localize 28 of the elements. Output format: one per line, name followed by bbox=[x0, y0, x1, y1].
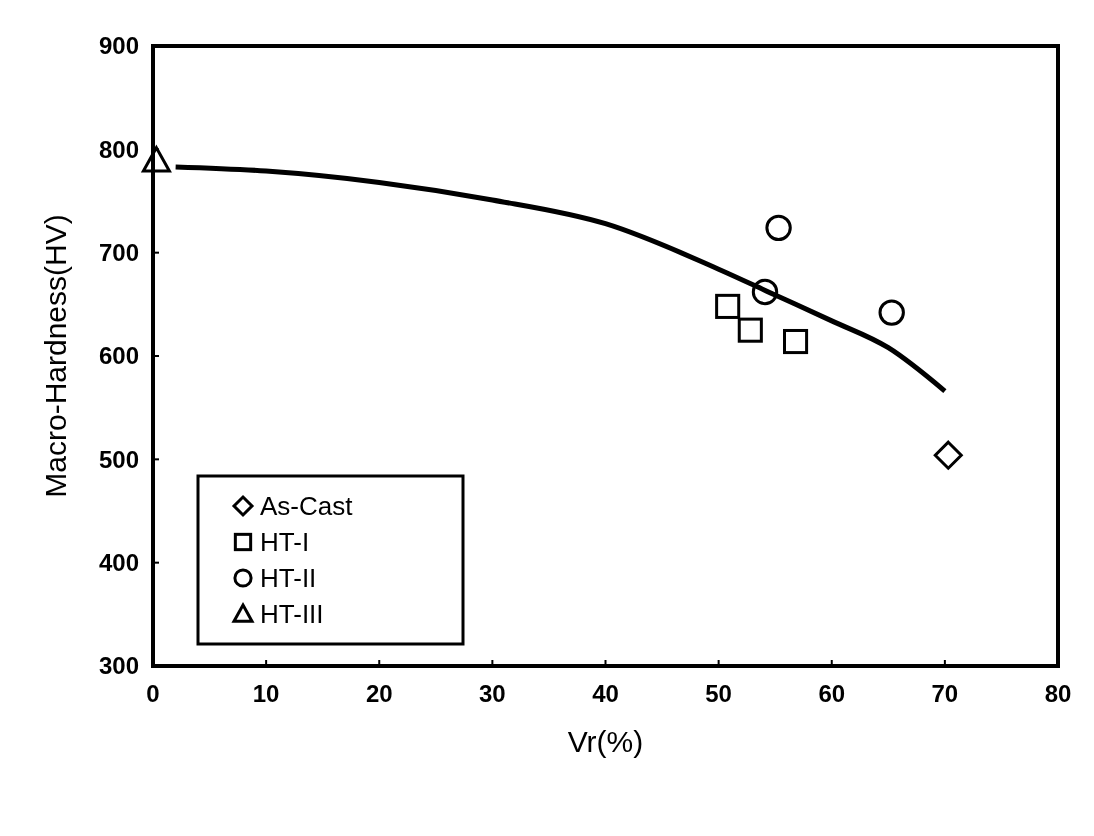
point bbox=[878, 299, 905, 326]
y-tick-label: 300 bbox=[98, 652, 139, 680]
point bbox=[783, 328, 809, 355]
y-tick-label: 600 bbox=[98, 342, 139, 370]
x-tick-label: 20 bbox=[365, 680, 393, 707]
point bbox=[737, 317, 763, 343]
point bbox=[765, 214, 792, 242]
x-tick-label: 60 bbox=[818, 680, 846, 707]
legend-label: HT-III bbox=[260, 599, 324, 630]
y-tick-label: 800 bbox=[98, 135, 139, 163]
x-tick-label: 30 bbox=[479, 680, 506, 707]
x-tick-label: 70 bbox=[931, 680, 959, 707]
x-tick-label: 40 bbox=[592, 680, 619, 707]
point bbox=[715, 293, 741, 319]
legend-label: HT-II bbox=[260, 563, 317, 594]
x-tick-label: 80 bbox=[1044, 680, 1072, 707]
y-axis-title: Macro-Hardness(HV) bbox=[39, 214, 72, 498]
x-tick-label: 10 bbox=[252, 680, 280, 707]
y-tick-label: 400 bbox=[98, 549, 139, 577]
point bbox=[933, 440, 963, 470]
y-tick-label: 500 bbox=[98, 445, 139, 473]
x-axis-title: Vr(%) bbox=[567, 725, 644, 758]
legend-label: HT-I bbox=[260, 527, 310, 558]
legend-label: As-Cast bbox=[260, 491, 354, 522]
x-tick-label: 50 bbox=[705, 680, 732, 707]
y-tick-label: 900 bbox=[98, 32, 139, 60]
y-tick-label: 700 bbox=[98, 239, 139, 267]
x-tick-label: 0 bbox=[146, 680, 160, 707]
